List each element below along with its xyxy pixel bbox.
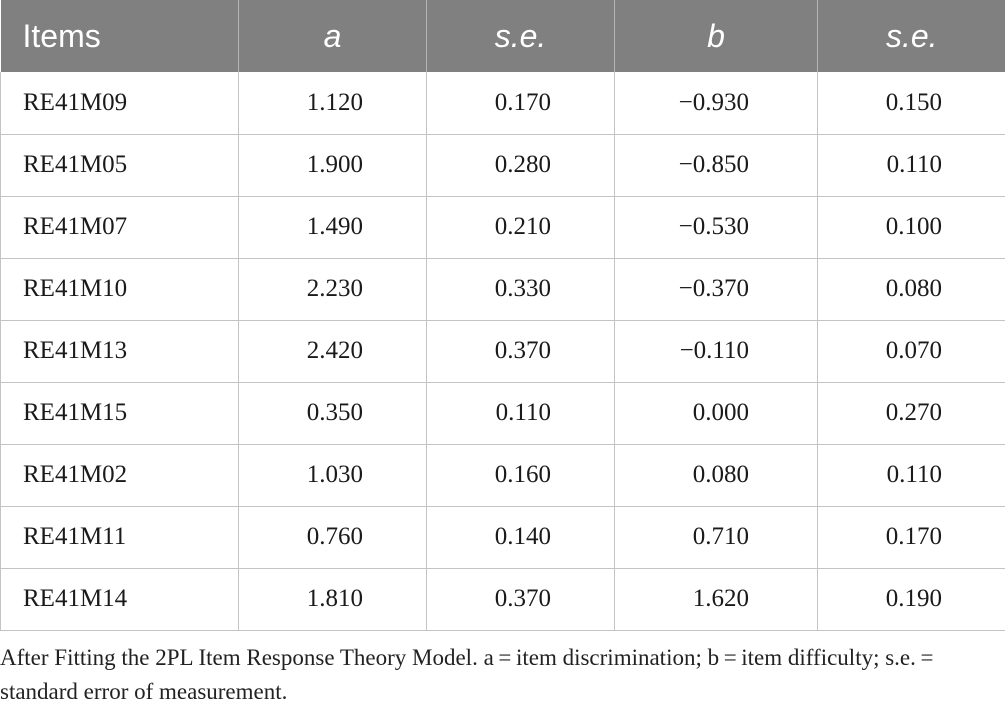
b-cell: −0.370: [614, 258, 818, 321]
table-row: RE41M02 1.030 0.160 0.080 0.110: [0, 444, 1005, 507]
item-cell: RE41M05: [0, 134, 239, 197]
b-cell: 0.000: [614, 382, 818, 445]
se-a-cell: 0.370: [426, 320, 615, 383]
se-a-cell: 0.140: [426, 506, 615, 569]
item-cell: RE41M10: [0, 258, 239, 321]
table-row: RE41M15 0.350 0.110 0.000 0.270: [0, 382, 1005, 445]
table-footnote: After Fitting the 2PL Item Response Theo…: [0, 645, 939, 704]
se-b-cell: 0.070: [817, 320, 1005, 383]
a-cell: 1.120: [238, 72, 427, 135]
a-cell: 1.490: [238, 196, 427, 259]
table-body: RE41M09 1.120 0.170 −0.930 0.150 RE41M05…: [0, 72, 1005, 631]
se-a-cell: 0.280: [426, 134, 615, 197]
table-row: RE41M10 2.230 0.330 −0.370 0.080: [0, 258, 1005, 321]
table-row: RE41M05 1.900 0.280 −0.850 0.110: [0, 134, 1005, 197]
item-cell: RE41M15: [0, 382, 239, 445]
a-cell: 2.230: [238, 258, 427, 321]
se-b-cell: 0.110: [817, 444, 1005, 507]
a-cell: 0.760: [238, 506, 427, 569]
se-b-cell: 0.170: [817, 506, 1005, 569]
item-cell: RE41M14: [0, 568, 239, 631]
se-b-cell: 0.190: [817, 568, 1005, 631]
se-b-cell: 0.100: [817, 196, 1005, 259]
header-se-b: s.e.: [817, 0, 1005, 72]
a-cell: 1.030: [238, 444, 427, 507]
table-row: RE41M11 0.760 0.140 0.710 0.170: [0, 506, 1005, 569]
se-a-cell: 0.370: [426, 568, 615, 631]
a-cell: 0.350: [238, 382, 427, 445]
header-b: b: [614, 0, 818, 72]
header-a: a: [238, 0, 427, 72]
table-row: RE41M07 1.490 0.210 −0.530 0.100: [0, 196, 1005, 259]
se-b-cell: 0.270: [817, 382, 1005, 445]
item-cell: RE41M11: [0, 506, 239, 569]
header-row: Items a s.e. b s.e.: [0, 0, 1005, 72]
a-cell: 2.420: [238, 320, 427, 383]
item-cell: RE41M02: [0, 444, 239, 507]
se-a-cell: 0.170: [426, 72, 615, 135]
header-items: Items: [0, 0, 239, 72]
se-a-cell: 0.330: [426, 258, 615, 321]
se-b-cell: 0.150: [817, 72, 1005, 135]
se-b-cell: 0.080: [817, 258, 1005, 321]
a-cell: 1.900: [238, 134, 427, 197]
header-se-a: s.e.: [426, 0, 615, 72]
item-cell: RE41M07: [0, 196, 239, 259]
item-parameters-table: Items a s.e. b s.e. RE41M09 1.120 0.170 …: [0, 0, 1005, 631]
b-cell: 1.620: [614, 568, 818, 631]
se-a-cell: 0.160: [426, 444, 615, 507]
item-cell: RE41M13: [0, 320, 239, 383]
b-cell: 0.080: [614, 444, 818, 507]
table-row: RE41M14 1.810 0.370 1.620 0.190: [0, 568, 1005, 631]
b-cell: −0.530: [614, 196, 818, 259]
a-cell: 1.810: [238, 568, 427, 631]
table-header: Items a s.e. b s.e.: [0, 0, 1005, 72]
b-cell: −0.930: [614, 72, 818, 135]
se-b-cell: 0.110: [817, 134, 1005, 197]
table-row: RE41M09 1.120 0.170 −0.930 0.150: [0, 72, 1005, 135]
item-cell: RE41M09: [0, 72, 239, 135]
table-row: RE41M13 2.420 0.370 −0.110 0.070: [0, 320, 1005, 383]
b-cell: −0.110: [614, 320, 818, 383]
b-cell: 0.710: [614, 506, 818, 569]
se-a-cell: 0.110: [426, 382, 615, 445]
se-a-cell: 0.210: [426, 196, 615, 259]
b-cell: −0.850: [614, 134, 818, 197]
